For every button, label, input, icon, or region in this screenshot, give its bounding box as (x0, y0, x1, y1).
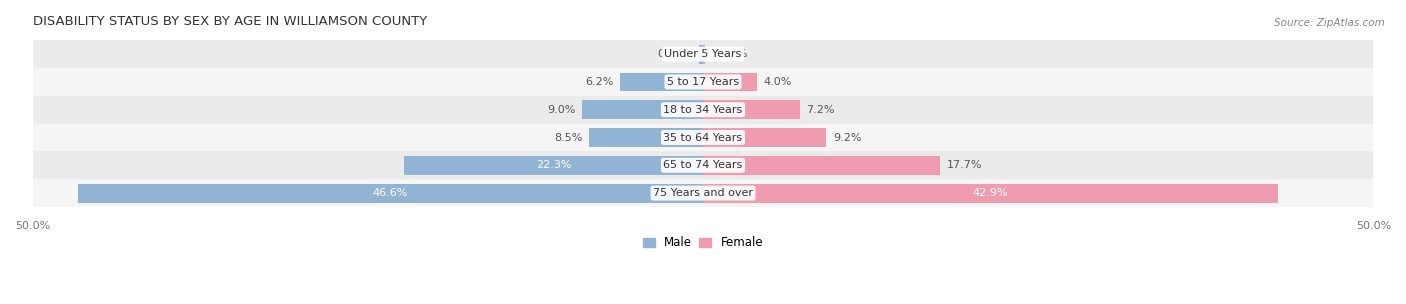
Bar (703, 100, 800, 119)
Bar (32, 124, 1374, 151)
Bar (32, 68, 1374, 96)
Text: 7.2%: 7.2% (806, 105, 835, 115)
Text: 6.2%: 6.2% (585, 77, 613, 87)
Bar (703, 45, 706, 64)
Text: 4.0%: 4.0% (763, 77, 792, 87)
Bar (620, 72, 703, 92)
Bar (582, 100, 703, 119)
Text: DISABILITY STATUS BY SEX BY AGE IN WILLIAMSON COUNTY: DISABILITY STATUS BY SEX BY AGE IN WILLI… (32, 15, 427, 28)
Text: 35 to 64 Years: 35 to 64 Years (664, 133, 742, 143)
Bar (703, 72, 756, 92)
Text: 65 to 74 Years: 65 to 74 Years (664, 160, 742, 170)
Bar (404, 156, 703, 175)
Text: 22.3%: 22.3% (536, 160, 571, 170)
Text: 0.17%: 0.17% (711, 49, 748, 59)
Text: Source: ZipAtlas.com: Source: ZipAtlas.com (1274, 18, 1385, 28)
Text: 42.9%: 42.9% (973, 188, 1008, 198)
Bar (32, 179, 1374, 207)
Text: 0.29%: 0.29% (657, 49, 692, 59)
Text: 18 to 34 Years: 18 to 34 Years (664, 105, 742, 115)
Text: 5 to 17 Years: 5 to 17 Years (666, 77, 740, 87)
Text: 17.7%: 17.7% (948, 160, 983, 170)
Text: 75 Years and over: 75 Years and over (652, 188, 754, 198)
Bar (589, 128, 703, 147)
Bar (703, 184, 1278, 202)
Bar (699, 45, 703, 64)
Text: 8.5%: 8.5% (554, 133, 582, 143)
Text: Under 5 Years: Under 5 Years (665, 49, 741, 59)
Bar (32, 151, 1374, 179)
Text: 9.2%: 9.2% (832, 133, 862, 143)
Bar (703, 156, 941, 175)
Legend: Male, Female: Male, Female (638, 232, 768, 254)
Text: 9.0%: 9.0% (547, 105, 575, 115)
Bar (703, 128, 827, 147)
Bar (79, 184, 703, 202)
Bar (32, 40, 1374, 68)
Text: 46.6%: 46.6% (373, 188, 408, 198)
Bar (32, 96, 1374, 124)
